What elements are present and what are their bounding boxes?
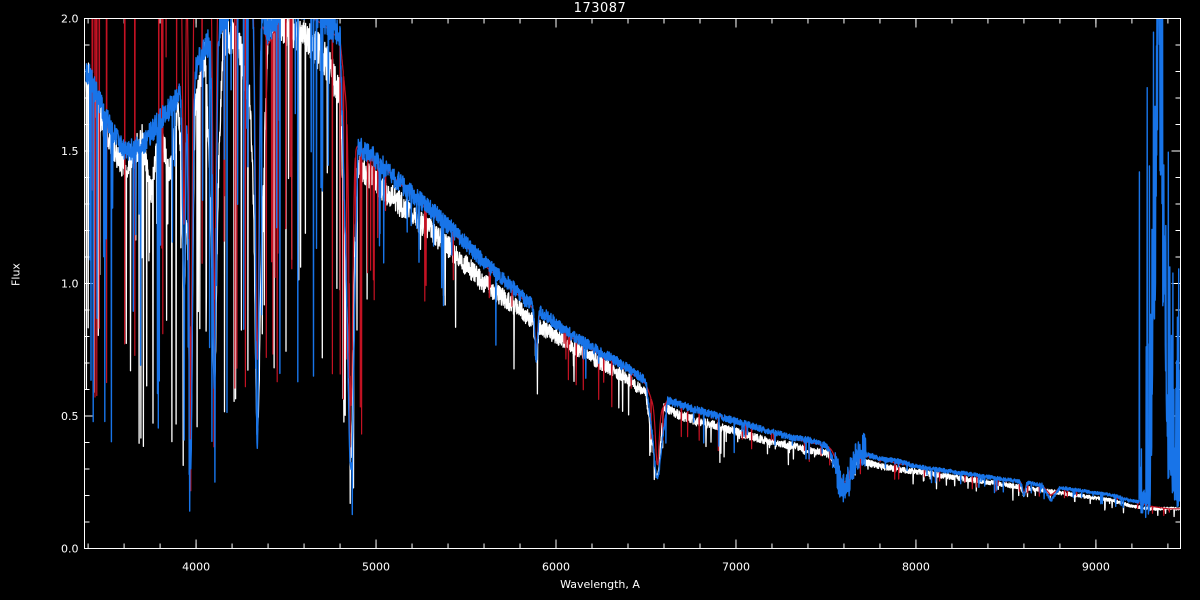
tick-labels: 4000 5000 6000 7000 8000 9000 0.0 0.5 1.0 1.5 2.0 bbox=[61, 13, 1110, 574]
model-spectrum-red bbox=[91, 18, 1181, 517]
svg-text:0.0: 0.0 bbox=[61, 543, 79, 556]
svg-text:7000: 7000 bbox=[722, 561, 750, 574]
page-title: 173087 bbox=[573, 1, 627, 16]
svg-text:6000: 6000 bbox=[542, 561, 570, 574]
corrected-spectrum-blue bbox=[85, 18, 1181, 519]
series-group bbox=[85, 18, 1181, 519]
svg-text:0.5: 0.5 bbox=[61, 410, 79, 423]
x-axis-label: Wavelength, A bbox=[560, 578, 640, 591]
svg-text:4000: 4000 bbox=[182, 561, 210, 574]
svg-text:1.5: 1.5 bbox=[61, 145, 79, 158]
svg-text:2.0: 2.0 bbox=[61, 13, 79, 26]
svg-text:1.0: 1.0 bbox=[61, 278, 79, 291]
plot-frame bbox=[84, 18, 1181, 549]
svg-text:5000: 5000 bbox=[362, 561, 390, 574]
svg-text:8000: 8000 bbox=[902, 561, 930, 574]
svg-text:9000: 9000 bbox=[1082, 561, 1110, 574]
observed-spectrum bbox=[85, 18, 1181, 518]
